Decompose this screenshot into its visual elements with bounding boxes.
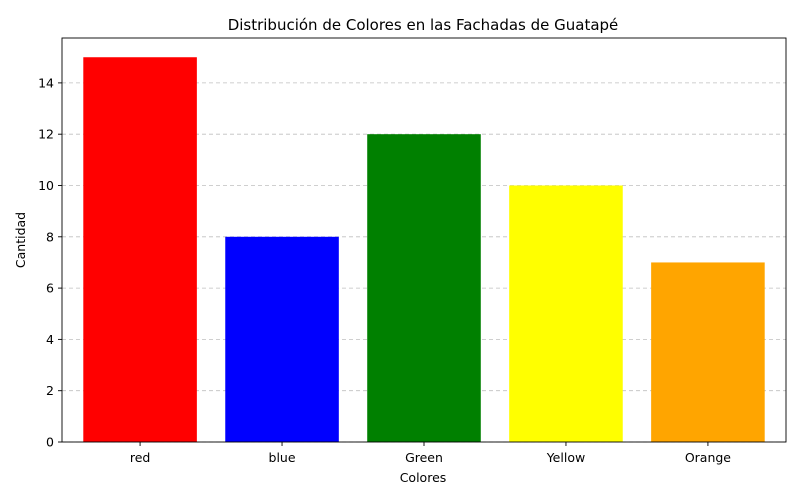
x-axis-label: Colores	[400, 470, 447, 485]
bar-red	[83, 57, 197, 442]
y-tick-label: 10	[38, 178, 54, 193]
bar-orange	[651, 262, 765, 442]
y-tick-label: 0	[46, 435, 54, 450]
y-tick-label: 2	[46, 383, 54, 398]
bar-yellow	[509, 185, 623, 442]
y-tick-label: 8	[46, 229, 54, 244]
y-tick-label: 14	[38, 75, 54, 90]
bar-blue	[225, 236, 339, 442]
bars	[83, 57, 765, 442]
bar-green	[367, 134, 481, 442]
y-tick-label: 6	[46, 281, 54, 296]
x-tick-label: Green	[405, 450, 443, 465]
x-tick-label: blue	[269, 450, 296, 465]
y-tick-label: 4	[46, 332, 54, 347]
x-tick-label: Yellow	[546, 450, 585, 465]
plot-frame	[61, 37, 787, 443]
axes: 0 2 4 6 8 10 12 14 red blue Green Yellow Orange	[38, 37, 787, 465]
x-tick-label: red	[130, 450, 151, 465]
x-tick-label: Orange	[685, 450, 731, 465]
y-axis-label: Cantidad	[13, 212, 28, 268]
y-tick-label: 12	[38, 127, 54, 142]
chart-title: Distribución de Colores en las Fachadas …	[228, 16, 619, 34]
